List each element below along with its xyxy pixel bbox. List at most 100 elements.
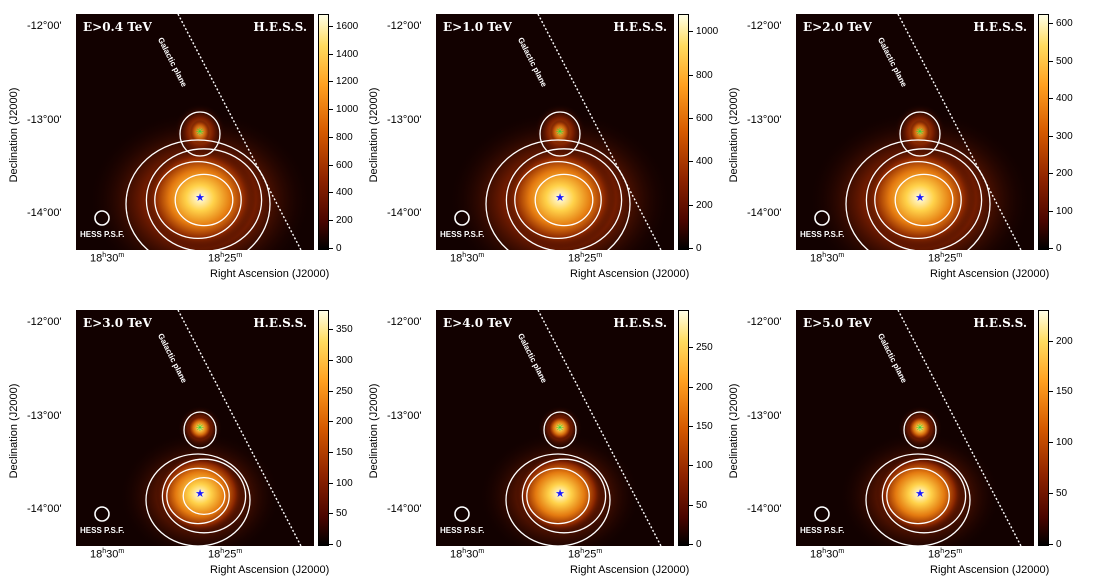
y-tick-label: -14°00' <box>747 503 782 515</box>
x-tick-label: 18h30m <box>810 548 844 561</box>
heatmap-panel: Declination (J2000) -12°00' -13°00' -14°00'… <box>0 0 358 285</box>
tick-minutes: 30 <box>826 548 839 561</box>
tick-minutes: 30 <box>826 252 839 265</box>
colorbar-tick <box>329 329 333 331</box>
y-tick-label: -13°00' <box>747 114 782 126</box>
tick-minutes-unit: m <box>118 252 125 259</box>
y-tick-label: -13°00' <box>747 410 782 422</box>
tick-hours-unit: h <box>822 548 827 555</box>
contour-line <box>881 458 967 534</box>
psf-circle <box>94 506 110 522</box>
colorbar-tick <box>329 513 333 515</box>
tick-minutes-unit: m <box>956 548 963 555</box>
contour-line <box>903 411 937 449</box>
contour-line <box>899 111 941 157</box>
y-tick-label: -14°00' <box>387 503 422 515</box>
colorbar-tick-label: 50 <box>696 499 708 511</box>
colorbar-tick <box>689 347 693 349</box>
colorbar-tick <box>329 192 333 194</box>
y-tick-label: -13°00' <box>387 410 422 422</box>
tick-hours: 18 <box>90 548 103 561</box>
colorbar-tick <box>1049 340 1053 342</box>
tick-hours: 18 <box>810 548 823 561</box>
north-source-core <box>550 120 570 144</box>
tick-minutes-unit: m <box>596 252 603 259</box>
colorbar-tick <box>329 81 333 83</box>
colorbar-tick <box>329 53 333 55</box>
x-axis-label: Right Ascension (J2000) <box>210 564 330 576</box>
colorbar-tick <box>1049 544 1053 545</box>
x-tick-label: 18h30m <box>450 252 484 265</box>
energy-threshold-label: E>4.0 TeV <box>443 316 512 330</box>
colorbar <box>1038 14 1049 250</box>
tick-minutes-unit: m <box>118 548 125 555</box>
tick-minutes-unit: m <box>838 252 845 259</box>
colorbar-tick-label: 250 <box>696 342 713 354</box>
y-tick-label: -12°00' <box>387 20 422 32</box>
heatmap-panel: Declination (J2000) -12°00' -13°00' -14°00'… <box>720 0 1073 285</box>
sky-map: ★ ✳ E>4.0 TeV H.E.S.S. Galactic plane HESS P.… <box>436 310 674 546</box>
contour-line <box>865 453 971 546</box>
tick-hours-unit: h <box>220 548 225 555</box>
galactic-plane-line <box>537 310 662 546</box>
colorbar-tick <box>1049 391 1053 393</box>
colorbar-tick <box>689 118 693 120</box>
colorbar-tick <box>689 204 693 206</box>
tick-hours-unit: h <box>462 252 467 259</box>
colorbar-tick-label: 200 <box>1056 168 1073 180</box>
colorbar-tick-label: 200 <box>1056 335 1073 347</box>
green-cross-marker: ✳ <box>556 127 564 138</box>
colorbar-tick-label: 50 <box>1056 488 1068 500</box>
contour-line <box>865 148 983 250</box>
tick-minutes: 30 <box>106 252 119 265</box>
instrument-label: H.E.S.S. <box>973 20 1027 34</box>
galactic-plane-line <box>177 310 302 546</box>
psf-label: HESS P.S.F. <box>80 526 125 535</box>
psf-label: HESS P.S.F. <box>800 230 845 239</box>
x-tick-label: 18h25m <box>568 252 602 265</box>
contour-line <box>182 476 226 516</box>
tick-hours: 18 <box>810 252 823 265</box>
galactic-plane-line <box>897 14 1022 250</box>
colorbar-tick-label: 800 <box>696 69 713 81</box>
x-tick-label: 18h25m <box>928 252 962 265</box>
contour-line <box>886 467 950 525</box>
contour-line <box>514 160 602 240</box>
colorbar-tick <box>689 31 693 33</box>
contour-line <box>874 160 962 240</box>
contour-line <box>125 139 271 250</box>
energy-threshold-label: E>3.0 TeV <box>83 316 152 330</box>
tick-minutes-unit: m <box>236 548 243 555</box>
colorbar-tick-label: 1000 <box>336 104 359 116</box>
psf-label: HESS P.S.F. <box>440 526 485 535</box>
colorbar-tick-label: 400 <box>1056 93 1073 105</box>
instrument-label: H.E.S.S. <box>253 20 307 34</box>
sky-map: ★ ✳ E>5.0 TeV H.E.S.S. Galactic plane HESS P.… <box>796 310 1034 546</box>
galactic-plane-line <box>177 14 302 250</box>
colorbar-tick <box>1049 60 1053 62</box>
colorbar-tick-label: 100 <box>1056 205 1073 217</box>
contour-line <box>894 173 954 227</box>
y-tick-label: -12°00' <box>747 20 782 32</box>
colorbar-tick-label: 500 <box>1056 55 1073 67</box>
heat-map-image: ★✳ <box>76 310 314 546</box>
colorbar-tick <box>1049 98 1053 100</box>
tick-minutes-unit: m <box>838 548 845 555</box>
north-source-core <box>190 120 210 144</box>
tick-hours: 18 <box>450 548 463 561</box>
colorbar-tick-label: 0 <box>336 243 342 254</box>
colorbar-tick <box>329 544 333 545</box>
colorbar-tick-label: 400 <box>696 156 713 168</box>
colorbar-tick-label: 300 <box>1056 130 1073 142</box>
colorbar-tick-label: 1600 <box>336 20 359 32</box>
contour-line <box>183 411 217 449</box>
colorbar-tick-label: 600 <box>1056 18 1073 30</box>
colorbar-tick-label: 100 <box>696 460 713 472</box>
colorbar-tick <box>689 386 693 388</box>
tick-minutes: 30 <box>466 548 479 561</box>
colorbar-tick-label: 200 <box>696 381 713 393</box>
green-cross-marker: ✳ <box>916 127 924 138</box>
sky-map: ★ ✳ E>2.0 TeV H.E.S.S. Galactic plane HESS P.… <box>796 14 1034 250</box>
colorbar-tick <box>1049 248 1053 249</box>
colorbar-tick <box>1049 135 1053 137</box>
